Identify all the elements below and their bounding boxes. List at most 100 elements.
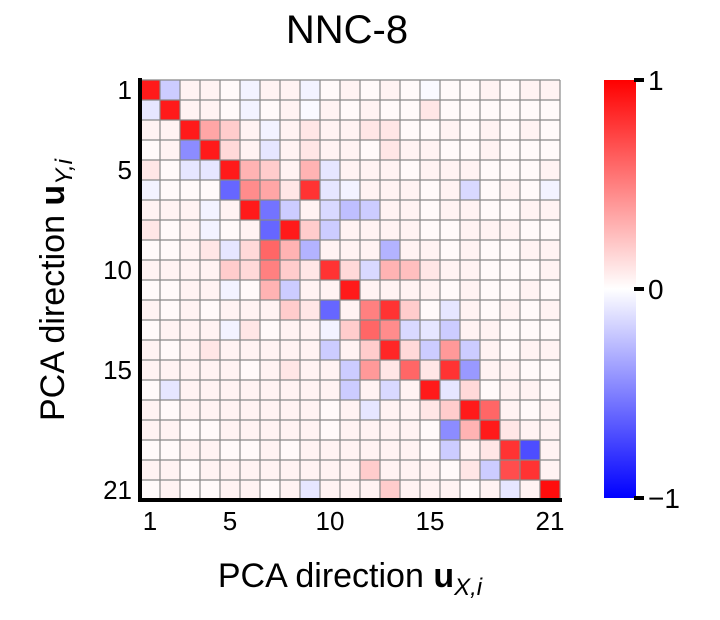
heatmap-cell [460,280,480,300]
heatmap-cell [520,480,540,500]
heatmap-cell [260,340,280,360]
heatmap-cell [520,140,540,160]
heatmap-cell [300,460,320,480]
heatmap-cell [440,300,460,320]
heatmap-cell [400,380,420,400]
heatmap-cell [220,80,240,100]
heatmap-cell [540,360,560,380]
heatmap-cell [260,360,280,380]
heatmap-cell [140,160,160,180]
heatmap-cell [380,420,400,440]
heatmap-cell [160,320,180,340]
heatmap-cell [360,480,380,500]
heatmap-cell [520,260,540,280]
heatmap-cell [420,460,440,480]
heatmap-cell [280,100,300,120]
heatmap-cell [360,420,380,440]
heatmap-cell [440,440,460,460]
y-axis-label: PCA direction uY,i [34,158,78,421]
heatmap-cell [240,400,260,420]
heatmap-cell [240,140,260,160]
heatmap-cell [240,320,260,340]
heatmap-cell [140,200,160,220]
heatmap-cell [420,440,440,460]
heatmap-cell [480,280,500,300]
heatmap-cell [240,200,260,220]
heatmap-cell [520,440,540,460]
heatmap-cell [160,120,180,140]
heatmap-cell [220,360,240,380]
heatmap-cell [540,460,560,480]
heatmap-cell [140,320,160,340]
colorbar-tick-label: 0 [648,274,664,305]
heatmap-cell [200,100,220,120]
heatmap-cell [440,280,460,300]
heatmap-cell [220,120,240,140]
heatmap-cell [460,260,480,280]
heatmap-cell [480,440,500,460]
heatmap-cells [140,80,560,500]
heatmap-cell [260,100,280,120]
heatmap-cell [200,320,220,340]
heatmap-cell [500,280,520,300]
heatmap-cell [200,360,220,380]
heatmap-cell [280,380,300,400]
heatmap-cell [220,260,240,280]
heatmap-cell [320,120,340,140]
heatmap-cell [200,420,220,440]
heatmap-cell [220,220,240,240]
y-tick-label: 1 [118,75,132,105]
heatmap-cell [300,440,320,460]
heatmap-cell [400,160,420,180]
heatmap-cell [440,480,460,500]
heatmap-cell [140,400,160,420]
heatmap-cell [420,280,440,300]
heatmap-cell [480,240,500,260]
heatmap-cell [500,320,520,340]
heatmap-cell [280,120,300,140]
heatmap-cell [340,420,360,440]
heatmap-cell [200,480,220,500]
heatmap-cell [380,360,400,380]
heatmap-cell [360,340,380,360]
heatmap-cell [380,100,400,120]
heatmap-cell [280,440,300,460]
heatmap-cell [320,400,340,420]
heatmap-cell [400,420,420,440]
heatmap-cell [480,480,500,500]
heatmap-cell [260,460,280,480]
heatmap-cell [260,480,280,500]
heatmap-cell [240,440,260,460]
heatmap-cell [180,260,200,280]
heatmap-cell [340,120,360,140]
heatmap-cell [360,320,380,340]
heatmap-cell [440,360,460,380]
heatmap-cell [280,220,300,240]
heatmap-cell [460,440,480,460]
x-tick-label: 1 [143,506,157,536]
heatmap-cell [320,300,340,320]
heatmap-cell [380,180,400,200]
heatmap-cell [440,400,460,420]
heatmap-cell [540,400,560,420]
heatmap-cell [540,300,560,320]
heatmap-cell [180,300,200,320]
chart-title: NNC-8 [285,8,409,52]
heatmap-cell [380,320,400,340]
heatmap-cell [280,480,300,500]
heatmap-cell [500,220,520,240]
heatmap-cell [220,420,240,440]
heatmap-cell [500,200,520,220]
heatmap-cell [520,240,540,260]
heatmap-cell [420,260,440,280]
heatmap-cell [540,440,560,460]
heatmap-cell [320,200,340,220]
heatmap-cell [500,360,520,380]
heatmap-cell [320,460,340,480]
heatmap-cell [520,360,540,380]
heatmap-cell [160,300,180,320]
heatmap-cell [260,400,280,420]
heatmap-cell [340,320,360,340]
heatmap-cell [280,80,300,100]
heatmap-cell [340,260,360,280]
